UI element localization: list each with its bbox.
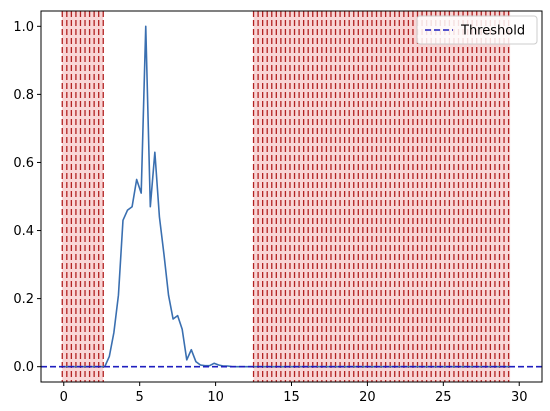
- x-tick-label: 5: [136, 390, 144, 405]
- x-tick-label: 25: [435, 390, 452, 405]
- y-tick-label: 0.2: [13, 292, 34, 307]
- x-axis: 0 5 10 15 20 25 30: [60, 382, 528, 405]
- x-tick-label: 0: [60, 390, 68, 405]
- x-tick-label: 30: [511, 390, 528, 405]
- x-tick-label: 20: [359, 390, 376, 405]
- legend: Threshold: [416, 15, 538, 45]
- y-tick-label: 0.6: [13, 156, 34, 171]
- highlight-regions: [61, 11, 511, 382]
- y-axis: 0.0 0.2 0.4 0.6 0.8 1.0: [13, 20, 41, 375]
- legend-label-threshold: Threshold: [460, 24, 525, 39]
- y-tick-label: 0.4: [13, 224, 34, 239]
- x-tick-label: 15: [283, 390, 300, 405]
- series-layer: [41, 25, 542, 368]
- highlight-region-0: [62, 11, 104, 382]
- y-tick-label: 1.0: [13, 20, 34, 35]
- legend-box: [416, 15, 538, 45]
- y-tick-label: 0.0: [13, 360, 34, 375]
- y-tick-label: 0.8: [13, 88, 34, 103]
- x-tick-label: 10: [207, 390, 224, 405]
